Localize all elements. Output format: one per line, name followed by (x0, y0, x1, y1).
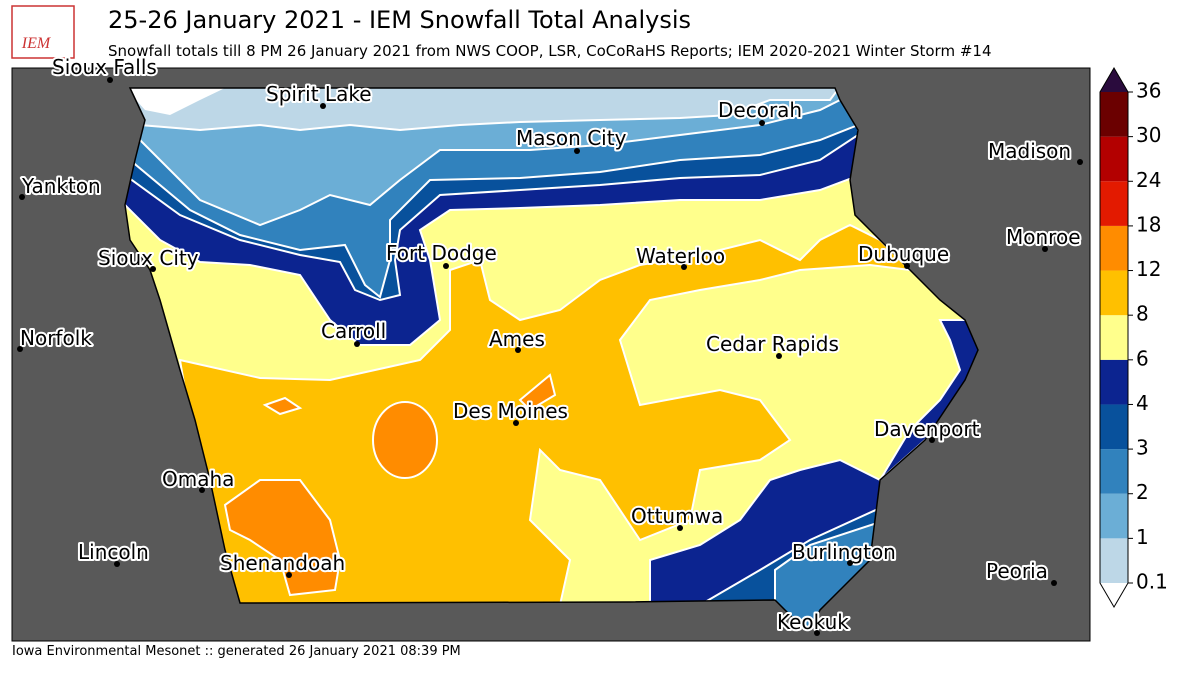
colorbar-tick-label: 3 (1136, 436, 1149, 460)
colorbar-bin (1100, 493, 1128, 539)
colorbar-bin (1100, 92, 1128, 137)
city-label: Sioux City (98, 246, 199, 270)
snow-contours (125, 88, 978, 630)
logo: IEM (11, 5, 75, 59)
city-label: Peoria (986, 559, 1048, 583)
city-label: Des Moines (453, 399, 568, 423)
city-label: Davenport (874, 417, 980, 441)
city-label: Mason City (516, 126, 627, 150)
colorbar-bin (1100, 404, 1128, 450)
colorbar-tick-label: 18 (1136, 212, 1161, 236)
title: 25-26 January 2021 - IEM Snowfall Total … (108, 6, 691, 34)
colorbar-tick-label: 4 (1136, 391, 1149, 415)
city-markers (17, 77, 1083, 636)
city-label: Lincoln (78, 540, 149, 564)
colorbar-tick-label: 12 (1136, 257, 1161, 281)
colorbar-bin (1100, 270, 1128, 316)
colorbar-tick-label: 0.1 (1136, 570, 1168, 594)
colorbar-extend-under (1100, 583, 1128, 607)
logo-text: IEM (21, 35, 52, 52)
city-label: Fort Dodge (386, 241, 497, 265)
colorbar-bin (1100, 359, 1128, 405)
colorbar-tick-label: 8 (1136, 302, 1149, 326)
colorbar-tick-label: 36 (1136, 79, 1161, 103)
colorbar-tick-label: 2 (1136, 480, 1149, 504)
colorbar-tick-label: 30 (1136, 123, 1161, 147)
city-label: Keokuk (777, 610, 849, 634)
colorbar-extend-over (1100, 68, 1128, 92)
colorbar-bin (1100, 449, 1128, 494)
city-label: Waterloo (636, 244, 725, 268)
colorbar-bin (1100, 136, 1128, 182)
colorbar-bin (1100, 225, 1128, 271)
city-label: Yankton (21, 174, 101, 198)
city-label: Monroe (1006, 225, 1081, 249)
city-label: Ottumwa (631, 504, 723, 528)
city-label: Spirit Lake (266, 82, 372, 106)
colorbar-tick-label: 6 (1136, 346, 1149, 370)
colorbar-bin (1100, 315, 1128, 360)
colorbar-tick-label: 1 (1136, 525, 1149, 549)
city-label: Omaha (162, 467, 234, 491)
city-label: Shenandoah (220, 551, 345, 575)
city-label: Cedar Rapids (706, 332, 839, 356)
city-label: Burlington (792, 540, 896, 564)
city-label: Sioux Falls (52, 55, 157, 79)
city-label: Norfolk (20, 326, 92, 350)
footer: Iowa Environmental Mesonet :: generated … (12, 644, 461, 659)
city-label: Madison (988, 139, 1071, 163)
colorbar-bin (1100, 538, 1128, 583)
colorbar-bin (1100, 181, 1128, 226)
city-label: Carroll (321, 319, 386, 343)
city-labels: Sioux Falls Spirit Lake Decorah Mason Ci… (18, 53, 1083, 636)
city-label: Dubuque (858, 242, 949, 266)
subtitle: Snowfall totals till 8 PM 26 January 202… (108, 42, 992, 60)
colorbar-tick-label: 24 (1136, 168, 1161, 192)
city-label: Decorah (718, 98, 802, 122)
